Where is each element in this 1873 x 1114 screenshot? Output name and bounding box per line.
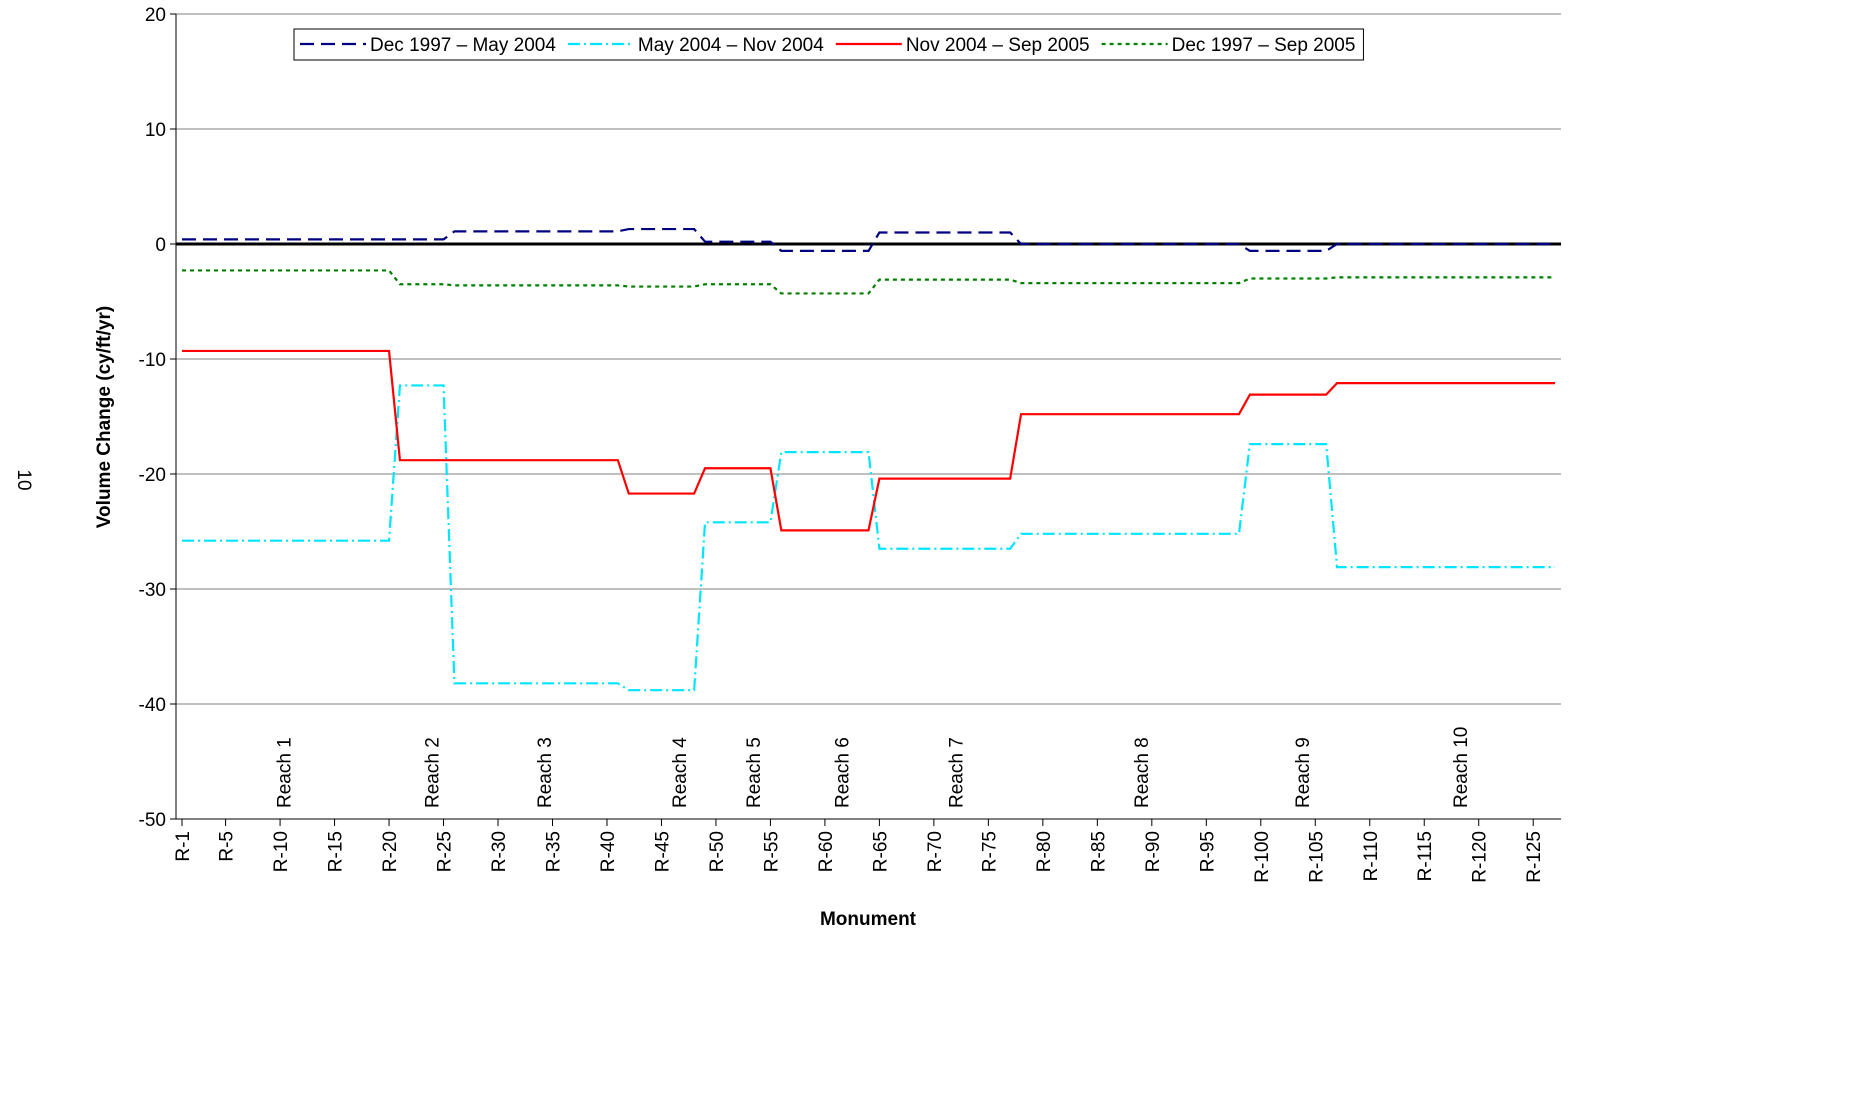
x-tick-label: R-30	[489, 831, 510, 872]
x-tick-label: R-60	[816, 831, 837, 872]
x-axis-label: Monument	[820, 909, 917, 930]
x-tick-label: R-95	[1197, 831, 1218, 872]
reach-label: Reach 7	[947, 737, 968, 808]
x-tick-label: R-55	[761, 831, 782, 872]
x-tick-label: R-15	[326, 831, 347, 872]
x-tick-label: R-90	[1143, 831, 1164, 872]
reach-label: Reach 10	[1451, 727, 1472, 808]
x-tick-label: R-80	[1034, 831, 1055, 872]
page-number: 10	[13, 469, 34, 490]
x-tick-label: R-10	[271, 831, 292, 872]
series-line	[182, 384, 1555, 692]
x-tick-label: R-25	[435, 831, 456, 872]
x-tick-label: R-70	[925, 831, 946, 872]
series-line	[182, 349, 1555, 532]
series-line	[182, 227, 1555, 252]
x-tick-label: R-125	[1524, 831, 1545, 883]
x-tick-label: R-35	[543, 831, 564, 872]
legend-label: Nov 2004 – Sep 2005	[906, 35, 1090, 56]
legend: Dec 1997 – May 2004 May 2004 – Nov 2004 No…	[293, 28, 1364, 61]
x-tick-label: R-40	[598, 831, 619, 872]
reach-label: Reach 3	[535, 737, 556, 808]
x-tick-label: R-105	[1306, 831, 1327, 883]
x-tick-label: R-110	[1361, 831, 1382, 881]
legend-label: Dec 1997 – Sep 2005	[1172, 35, 1356, 56]
x-tick-label: R-65	[870, 831, 891, 872]
y-tick-label: -20	[139, 465, 166, 486]
reach-label: Reach 4	[670, 737, 691, 808]
reach-label: Reach 9	[1293, 737, 1314, 808]
y-tick-label: -50	[139, 810, 166, 831]
x-tick-label: R-5	[217, 831, 238, 862]
reach-label: Reach 6	[832, 737, 853, 808]
legend-label: Dec 1997 – May 2004	[370, 35, 556, 56]
legend-box	[293, 28, 1364, 61]
reach-label: Reach 2	[423, 737, 444, 808]
x-tick-label: R-100	[1252, 831, 1273, 883]
legend-label: May 2004 – Nov 2004	[638, 35, 824, 56]
x-tick-label: R-85	[1088, 831, 1109, 872]
x-tick-label: R-1	[173, 831, 194, 862]
reach-label: Reach 1	[274, 737, 295, 808]
x-tick-label: R-115	[1415, 831, 1436, 881]
y-axis-label: Volume Change (cy/ft/yr)	[94, 306, 115, 528]
reach-label: Reach 8	[1132, 737, 1153, 808]
y-tick-label: 0	[155, 235, 166, 256]
y-tick-label: -30	[139, 580, 166, 601]
x-tick-label: R-120	[1470, 831, 1491, 883]
x-tick-label: R-50	[707, 831, 728, 872]
x-tick-label: R-45	[652, 831, 673, 872]
y-tick-label: 10	[145, 120, 166, 141]
x-tick-label: R-75	[979, 831, 1000, 872]
y-tick-label: -40	[139, 695, 166, 716]
x-tick-label: R-20	[380, 831, 401, 872]
series-line	[182, 269, 1555, 295]
y-tick-label: 20	[145, 5, 166, 26]
reach-label: Reach 5	[744, 737, 765, 808]
y-tick-label: -10	[139, 350, 166, 371]
